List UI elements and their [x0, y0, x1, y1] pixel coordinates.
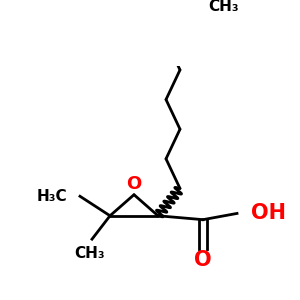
Text: O: O	[194, 250, 212, 270]
Text: O: O	[126, 175, 142, 193]
Text: CH₃: CH₃	[209, 0, 239, 14]
Text: OH: OH	[251, 203, 286, 224]
Text: H₃C: H₃C	[37, 189, 67, 204]
Text: CH₃: CH₃	[75, 246, 105, 261]
